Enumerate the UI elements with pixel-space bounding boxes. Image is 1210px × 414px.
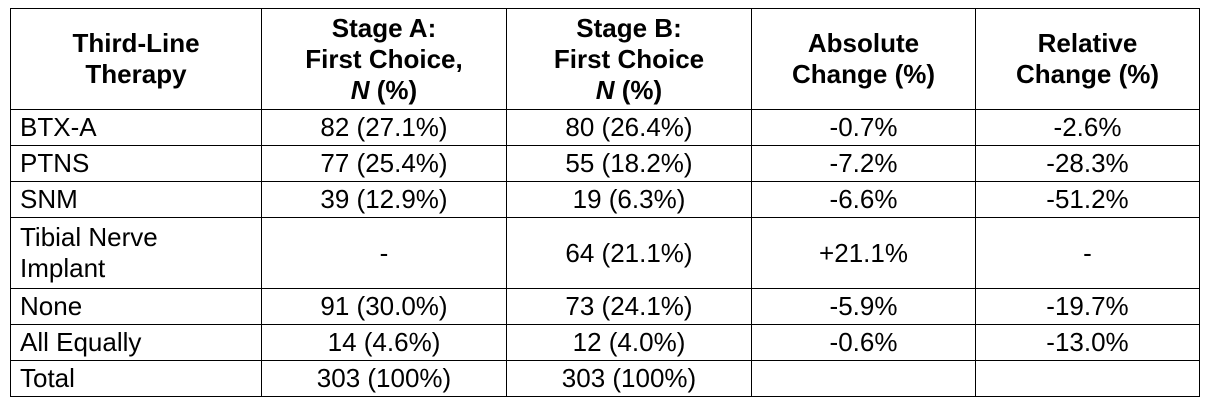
header-stage-b-line-3: N (%) (513, 75, 745, 106)
cell-therapy: All Equally (10, 324, 262, 361)
cell-stage-a: - (261, 217, 507, 289)
cell-relative-change: -28.3% (975, 145, 1200, 182)
header-absolute-change: Absolute Change (%) (751, 8, 976, 110)
header-stage-b-pct: (%) (614, 74, 663, 105)
cell-absolute-change: -5.9% (751, 288, 976, 325)
cell-relative-change: -13.0% (975, 324, 1200, 361)
cell-therapy: Tibial Nerve Implant (10, 217, 262, 289)
cell-absolute-change: -6.6% (751, 181, 976, 218)
cell-therapy-line-2: Implant (20, 253, 106, 283)
header-stage-a-pct: (%) (369, 74, 418, 105)
cell-stage-a: 303 (100%) (261, 360, 507, 397)
header-stage-a-line-1: Stage A: (331, 12, 437, 43)
third-line-therapy-table: Third-Line Therapy Stage A: First Choice… (10, 8, 1200, 397)
header-relative-line-1: Relative (1037, 28, 1138, 58)
table-row-total: Total 303 (100%) 303 (100%) (10, 360, 1200, 397)
cell-relative-change: - (975, 217, 1200, 289)
cell-stage-a: 14 (4.6%) (261, 324, 507, 361)
header-stage-a: Stage A: First Choice, N (%) (261, 8, 507, 110)
cell-absolute-change: +21.1% (751, 217, 976, 289)
cell-absolute-change (751, 360, 976, 397)
header-row: Third-Line Therapy Stage A: First Choice… (10, 8, 1200, 110)
header-therapy: Third-Line Therapy (10, 8, 262, 110)
cell-stage-a: 77 (25.4%) (261, 145, 507, 182)
header-therapy-line-1: Third-Line (72, 28, 200, 58)
cell-stage-b: 19 (6.3%) (506, 181, 752, 218)
cell-therapy: BTX-A (10, 109, 262, 146)
cell-stage-a: 39 (12.9%) (261, 181, 507, 218)
header-stage-a-line-3: N (%) (268, 75, 500, 106)
header-absolute-line-2: Change (%) (792, 59, 935, 89)
table-row: Tibial Nerve Implant - 64 (21.1%) +21.1%… (10, 217, 1200, 289)
cell-therapy: None (10, 288, 262, 325)
cell-stage-b: 64 (21.1%) (506, 217, 752, 289)
cell-relative-change: -51.2% (975, 181, 1200, 218)
cell-stage-b: 73 (24.1%) (506, 288, 752, 325)
cell-absolute-change: -0.7% (751, 109, 976, 146)
cell-stage-b: 80 (26.4%) (506, 109, 752, 146)
cell-stage-b: 303 (100%) (506, 360, 752, 397)
table-row: All Equally 14 (4.6%) 12 (4.0%) -0.6% -1… (10, 324, 1200, 361)
table-row: None 91 (30.0%) 73 (24.1%) -5.9% -19.7% (10, 288, 1200, 325)
header-stage-b-line-1: Stage B: (576, 12, 682, 43)
cell-relative-change (975, 360, 1200, 397)
cell-relative-change: -2.6% (975, 109, 1200, 146)
cell-relative-change: -19.7% (975, 288, 1200, 325)
cell-therapy-line-1: Tibial Nerve (20, 222, 158, 252)
cell-absolute-change: -0.6% (751, 324, 976, 361)
header-relative-change: Relative Change (%) (975, 8, 1200, 110)
cell-absolute-change: -7.2% (751, 145, 976, 182)
cell-therapy: SNM (10, 181, 262, 218)
header-stage-a-n: N (350, 74, 370, 105)
cell-stage-a: 91 (30.0%) (261, 288, 507, 325)
table-row: SNM 39 (12.9%) 19 (6.3%) -6.6% -51.2% (10, 181, 1200, 218)
header-therapy-line-2: Therapy (85, 59, 187, 89)
header-stage-a-line-2: First Choice, (305, 43, 463, 74)
header-stage-b-line-2: First Choice (553, 43, 705, 74)
cell-stage-a: 82 (27.1%) (261, 109, 507, 146)
header-absolute-line-1: Absolute (807, 28, 920, 58)
cell-stage-b: 12 (4.0%) (506, 324, 752, 361)
header-stage-b-n: N (595, 74, 615, 105)
table-row: PTNS 77 (25.4%) 55 (18.2%) -7.2% -28.3% (10, 145, 1200, 182)
cell-therapy: PTNS (10, 145, 262, 182)
header-relative-line-2: Change (%) (1016, 59, 1159, 89)
table-row: BTX-A 82 (27.1%) 80 (26.4%) -0.7% -2.6% (10, 109, 1200, 146)
header-stage-b: Stage B: First Choice N (%) (506, 8, 752, 110)
cell-therapy: Total (10, 360, 262, 397)
cell-stage-b: 55 (18.2%) (506, 145, 752, 182)
